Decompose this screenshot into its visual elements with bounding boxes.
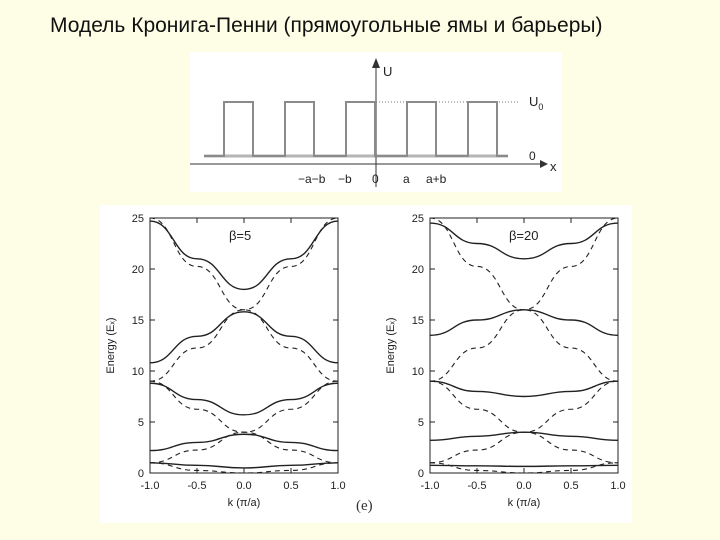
x-axis-label: k (π/a): [228, 497, 261, 509]
u0-label: U0: [529, 94, 543, 112]
y-tick-label: 10: [412, 366, 424, 378]
x-tick-label: 0.0: [236, 480, 251, 492]
free-electron-line: [429, 309, 619, 382]
free-electron-line: [149, 380, 339, 433]
y-axis-arrow-icon: [372, 58, 380, 68]
x-tick-label: -0.5: [188, 480, 207, 492]
y-tick-label: 25: [132, 213, 144, 225]
energy-band-line: [429, 431, 619, 442]
x-tick-label: 0.5: [563, 480, 578, 492]
energy-band-line: [149, 462, 339, 469]
band-chart-beta-5: -1.0 -0.5 0.0 0.5 1.0 0 5 10 15 20 25 k (π/a) Energy…: [105, 213, 346, 509]
free-electron-line: [429, 431, 619, 464]
chart-title: β=20: [509, 228, 539, 243]
chart-title: β=5: [229, 228, 251, 243]
x-tick-label: -1.0: [421, 480, 440, 492]
barrier-profile: [204, 101, 508, 157]
y-tick-label: 20: [132, 264, 144, 276]
x-axis-label: x: [550, 159, 557, 174]
slide-title: Модель Кронига-Пенни (прямоугольные ямы …: [50, 14, 603, 37]
x-tick-label: -1.0: [141, 480, 160, 492]
free-electron-line: [149, 217, 339, 311]
plot-frame: [429, 217, 619, 474]
energy-band-line: [149, 382, 339, 416]
y-tick-label: 20: [412, 264, 424, 276]
x-tick-label: 0.5: [283, 480, 298, 492]
energy-band-line: [429, 222, 619, 260]
energy-band-line: [149, 311, 339, 364]
u-axis-label: U: [383, 64, 392, 79]
energy-band-line: [429, 380, 619, 398]
y-tick-label: 5: [418, 417, 424, 429]
energy-band-line: [429, 309, 619, 336]
potential-diagram: U U0 0 x −a−b −b 0 a a+b: [190, 52, 562, 192]
x-tick-label: -0.5: [468, 480, 487, 492]
figure-tag: (e): [356, 498, 373, 514]
y-tick-label: 5: [138, 417, 144, 429]
free-electron-line: [149, 431, 339, 464]
x-tick-label: 0: [372, 172, 379, 186]
u0-label-sub: 0: [538, 102, 543, 112]
y-axis-label: Energy (Eₓ): [385, 317, 397, 373]
free-electron-line: [429, 380, 619, 433]
band-chart-beta-20: -1.0 -0.5 0.0 0.5 1.0 0 5 10 15 20 25 k (π/a) Energy…: [385, 213, 626, 509]
x-axis-label: k (π/a): [508, 497, 541, 509]
energy-band-line: [429, 464, 619, 468]
zero-level-label: 0: [529, 149, 536, 163]
x-tick-label: 1.0: [610, 480, 625, 492]
y-tick-label: 10: [132, 366, 144, 378]
x-tick-label: −b: [338, 172, 352, 186]
y-tick-label: 15: [412, 315, 424, 327]
y-tick-label: 0: [138, 468, 144, 480]
y-axis-label: Energy (Eₓ): [105, 317, 117, 373]
x-tick-label: a: [403, 172, 410, 186]
energy-band-line: [149, 433, 339, 452]
x-tick-label: a+b: [426, 172, 447, 186]
free-electron-line: [429, 462, 619, 474]
x-axis-arrow-icon: [540, 160, 548, 168]
y-tick-label: 25: [412, 213, 424, 225]
y-tick-label: 15: [132, 315, 144, 327]
x-tick-label: 1.0: [330, 480, 345, 492]
u0-label-main: U: [529, 94, 538, 109]
energy-band-line: [149, 220, 339, 291]
x-tick-label: −a−b: [298, 172, 326, 186]
free-electron-line: [429, 217, 619, 311]
y-tick-label: 0: [418, 468, 424, 480]
x-tick-label: 0.0: [516, 480, 531, 492]
free-electron-line: [149, 462, 339, 474]
